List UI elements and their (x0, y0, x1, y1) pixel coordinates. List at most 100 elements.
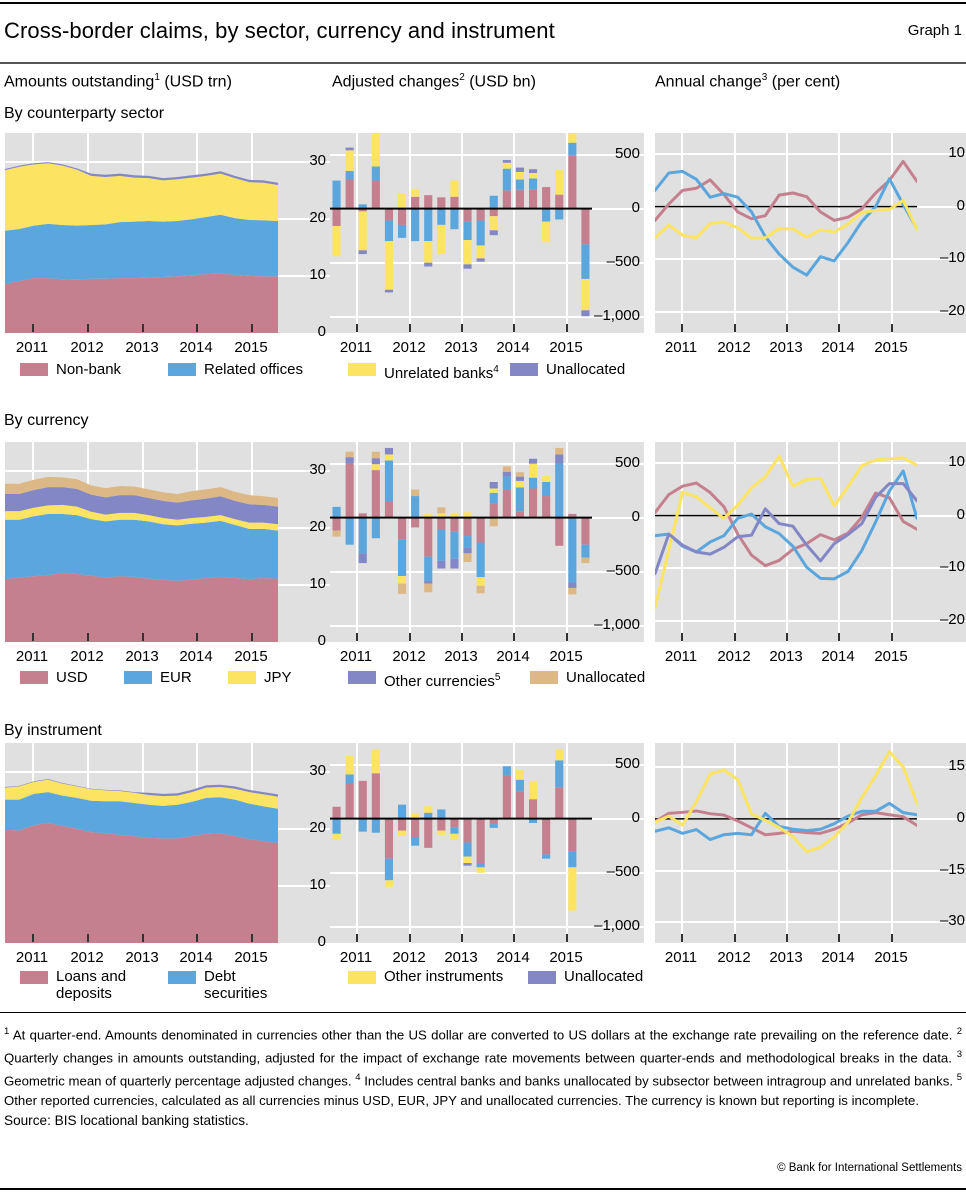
footnote-ref-5: 5 (494, 672, 501, 683)
footnote-rule (0, 1012, 966, 1013)
x-axis-tick (409, 324, 411, 332)
y-axis-tick-label: 0 (956, 808, 965, 826)
x-axis-tick-label: 2015 (234, 949, 268, 966)
bar-segment-jpy (515, 480, 525, 488)
bar-segment-unallocated (411, 489, 420, 497)
x-axis-tick (251, 633, 253, 641)
bar-segment-related-offices (345, 170, 354, 180)
bar-segment-unrelated-banks (542, 221, 551, 243)
bar-segment-non-bank (502, 190, 511, 209)
y-axis-tick-label: 10 (948, 144, 965, 162)
bar-segment-jpy (371, 464, 380, 471)
gridline-horizontal (330, 153, 644, 156)
x-axis-tick (461, 633, 463, 641)
x-axis-tick (786, 324, 788, 332)
x-axis-tick (142, 633, 144, 641)
gridline-vertical (891, 133, 893, 333)
y-axis-tick-label: 20 (309, 517, 326, 535)
bar-segment-related-offices (332, 180, 341, 209)
bar-segment-non-bank (358, 208, 367, 212)
gridline-vertical (734, 743, 736, 943)
area-series-usd (5, 572, 278, 642)
bar-segment-non-bank (463, 208, 472, 222)
area-series-other-currencies (5, 487, 278, 525)
x-axis-tick (196, 934, 198, 942)
bar-segment-debt-securities (437, 809, 446, 819)
bar-segment-non-bank (332, 208, 341, 226)
bar-segment-related-offices (555, 208, 564, 220)
bar-segment-usd (502, 489, 511, 518)
bar-segment-unrelated-banks (384, 241, 394, 290)
y-axis-tick-label: –500 (606, 252, 640, 270)
bar-segment-loans-and-deposits (358, 780, 367, 819)
x-axis-tick (196, 324, 198, 332)
y-axis-tick-label: 0 (317, 933, 326, 950)
x-axis-tick (251, 324, 253, 332)
x-axis-tick-label: 2014 (821, 648, 855, 665)
bar-segment-usd (411, 517, 420, 528)
bar-segment-unrelated-banks (581, 278, 590, 311)
y-axis-tick-label: 20 (309, 208, 326, 226)
bar-segment-related-offices (424, 208, 433, 242)
bar-segment-unallocated (515, 167, 525, 172)
bar-segment-unallocated (332, 530, 341, 537)
x-axis-tick (461, 934, 463, 942)
bar-segment-other-currencies (463, 547, 472, 554)
y-axis-tick-label: –500 (606, 862, 640, 880)
bar-segment-loans-and-deposits (568, 818, 577, 852)
bar-segment-related-offices (411, 208, 420, 242)
legend-label-unrelated-banks: Unrelated banks4 (384, 364, 499, 382)
line-series-unrelated-banks (655, 198, 917, 240)
line-series-non-bank (655, 159, 917, 222)
chart-panel-sector-changes: –1,000 –500 0 500 2011 2012 2013 2014 2015 (330, 133, 644, 379)
x-axis-tick (356, 324, 358, 332)
bar-segment-usd (424, 517, 433, 557)
x-axis-tick-label: 2011 (15, 339, 49, 356)
gridline-vertical (891, 442, 893, 642)
plot-area (655, 133, 917, 333)
column-header-annual-text: Annual change (655, 73, 762, 91)
gridline-horizontal (655, 869, 966, 872)
x-axis-tick (356, 633, 358, 641)
bar-segment-unallocated (371, 451, 380, 459)
bar-segment-other-currencies (568, 582, 577, 588)
x-axis-tick-label: 2014 (821, 949, 855, 966)
bar-segment-non-bank (411, 196, 420, 209)
x-axis-tick (891, 324, 893, 332)
legend-label-related-offices: Related offices (204, 361, 303, 378)
y-axis-tick-label: 30 (309, 761, 326, 779)
bar-segment-debt-securities (384, 858, 394, 881)
legend-label-usd: USD (56, 669, 88, 686)
y-axis-tick-label: 0 (631, 198, 640, 216)
bar-segment-usd (463, 517, 472, 537)
x-axis-tick (32, 934, 34, 942)
bar-segment-debt-securities (502, 766, 511, 776)
footnote-ref-3: 3 (761, 72, 768, 83)
bar-segment-loans-and-deposits (476, 818, 485, 863)
x-axis-tick-label: 2015 (234, 648, 268, 665)
bar-segment-loans-and-deposits (411, 818, 420, 838)
bar-segment-loans-and-deposits (332, 806, 341, 819)
x-axis-tick (681, 934, 683, 942)
bar-segment-loans-and-deposits (424, 818, 433, 848)
legend-label-other-currencies: Other currencies5 (384, 672, 501, 690)
chart-panel-currency-annual: –20 –10 0 10 2011 2012 2013 2014 2015 (655, 442, 966, 688)
x-axis-tick (786, 934, 788, 942)
area-series-eur (5, 514, 278, 581)
plot-area (655, 743, 917, 943)
y-axis-tick-label: 10 (309, 875, 326, 893)
legend-swatch-debt-securities (168, 971, 196, 984)
x-axis-tick-label: 2014 (179, 648, 213, 665)
y-axis-tick-label: 10 (309, 265, 326, 283)
x-axis-tick (681, 633, 683, 641)
bar-segment-other-instruments (450, 833, 459, 840)
line-series-usd (655, 481, 917, 568)
plot-area (330, 133, 592, 333)
x-axis-tick (891, 633, 893, 641)
gridline-vertical (356, 442, 358, 642)
plot-area (655, 442, 917, 642)
gridline-vertical (838, 133, 840, 333)
x-axis-tick (409, 934, 411, 942)
bar-segment-debt-securities (345, 774, 354, 783)
y-axis-tick-label: 0 (317, 632, 326, 649)
